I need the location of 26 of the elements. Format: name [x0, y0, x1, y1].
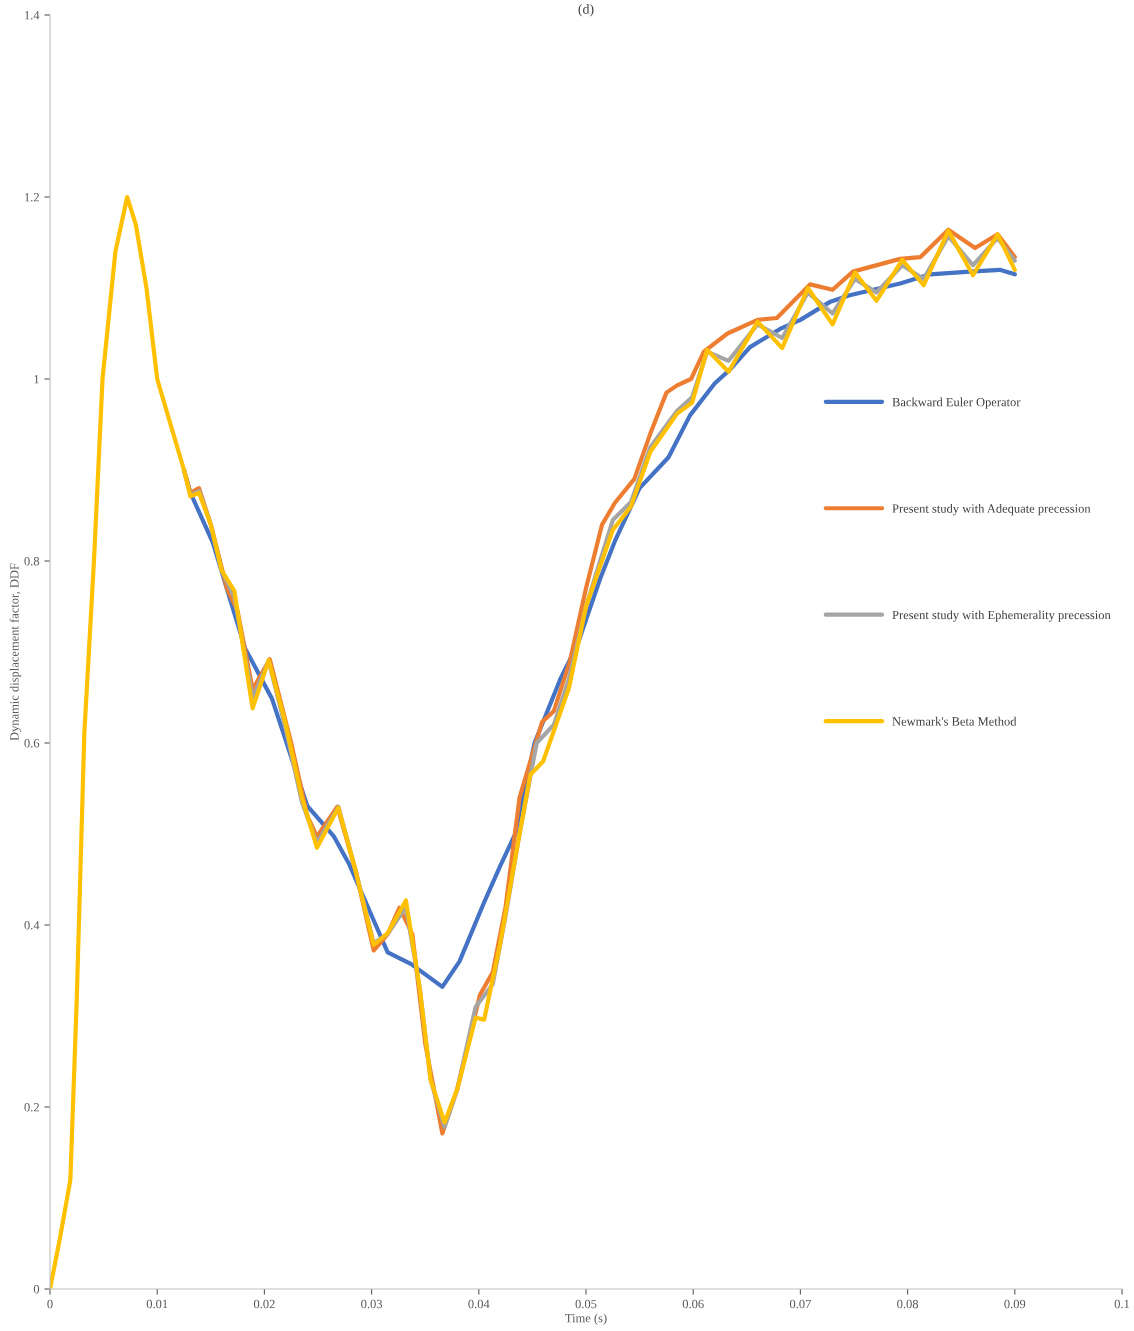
x-tick-label: 0.07: [789, 1299, 811, 1309]
chart-title: (d): [578, 3, 594, 17]
x-tick-label: 0.02: [253, 1299, 275, 1309]
legend-label: Present study with Adequate precession: [892, 503, 1091, 516]
x-tick-label: 0: [47, 1299, 53, 1309]
y-tick-label: 0.2: [24, 1103, 39, 1112]
y-axis-title: Dynamic displacement factor, DDF: [9, 563, 22, 741]
x-tick-label: 0.05: [575, 1299, 597, 1309]
legend-label: Present study with Ephemerality precession: [892, 610, 1111, 622]
x-tick-label: 0.03: [361, 1299, 383, 1309]
y-tick-label: 0.8: [24, 557, 40, 566]
x-tick-label: 0.09: [1004, 1299, 1026, 1309]
y-tick-label: 1.4: [25, 11, 40, 20]
y-tick-label: 1.2: [25, 193, 39, 202]
legend-label: Backward Euler Operator: [892, 397, 1021, 409]
x-tick-label: 0.08: [897, 1299, 919, 1309]
y-tick-label: 0: [33, 1285, 40, 1294]
x-tick-label: 0.06: [682, 1299, 704, 1309]
y-tick-label: 0.4: [24, 921, 40, 930]
legend-label: Newmark's Beta Method: [892, 716, 1017, 726]
x-tick-label: 0.04: [468, 1299, 490, 1309]
x-tick-label: 0.1: [1114, 1299, 1130, 1309]
y-tick-label: 0.6: [24, 739, 40, 748]
x-axis-title: Time (s): [565, 1313, 607, 1325]
y-tick-label: 1: [34, 375, 39, 384]
x-tick-label: 0.01: [146, 1299, 168, 1309]
